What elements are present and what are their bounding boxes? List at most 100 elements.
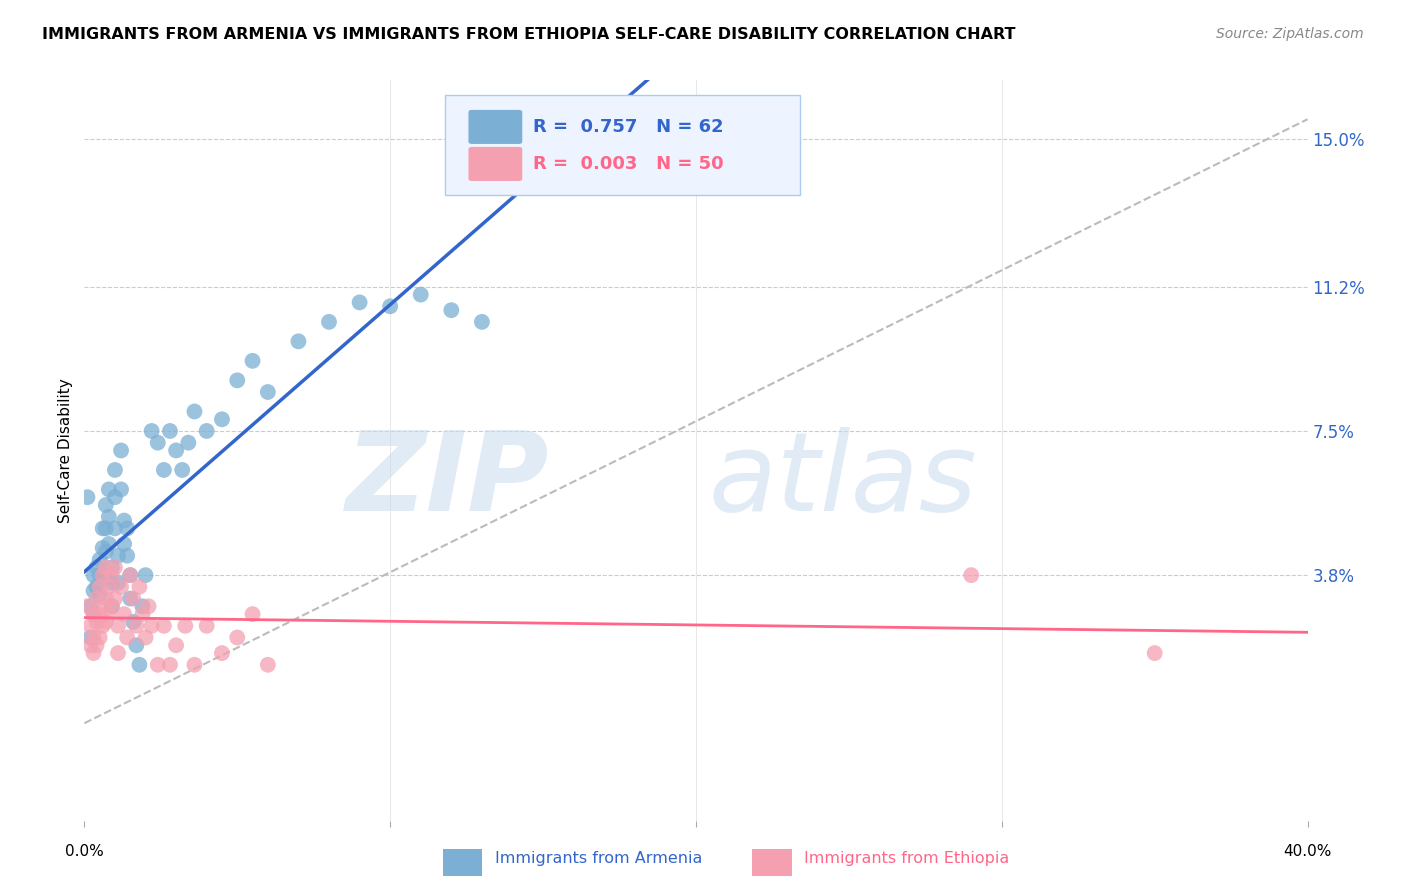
Point: [104, 560, 127, 574]
Point: [174, 619, 197, 633]
Point: [226, 631, 249, 645]
Text: R =  0.757   N = 62: R = 0.757 N = 62: [533, 118, 724, 136]
Point: [107, 619, 129, 633]
Point: [94, 560, 117, 574]
Point: [94, 498, 117, 512]
Point: [107, 549, 129, 563]
Point: [110, 580, 132, 594]
Point: [97, 483, 120, 497]
Point: [89, 568, 111, 582]
Point: [97, 580, 120, 594]
Point: [110, 483, 132, 497]
Point: [79, 638, 101, 652]
Point: [101, 576, 124, 591]
Point: [120, 591, 142, 606]
Point: [135, 568, 157, 582]
Point: [159, 657, 181, 672]
Point: [104, 463, 127, 477]
Point: [86, 638, 108, 652]
Point: [112, 607, 135, 621]
Point: [226, 373, 249, 387]
Point: [76, 599, 98, 614]
Point: [97, 509, 120, 524]
Point: [86, 580, 108, 594]
Point: [131, 599, 153, 614]
Text: Source: ZipAtlas.com: Source: ZipAtlas.com: [1216, 27, 1364, 41]
Point: [83, 583, 105, 598]
Point: [86, 560, 108, 574]
Point: [94, 572, 117, 586]
Point: [86, 615, 108, 629]
Point: [138, 599, 160, 614]
Point: [76, 490, 98, 504]
Point: [122, 591, 145, 606]
Point: [146, 657, 169, 672]
Point: [177, 435, 200, 450]
Point: [135, 631, 157, 645]
Text: Immigrants from Armenia: Immigrants from Armenia: [495, 851, 702, 865]
Point: [86, 591, 108, 606]
FancyBboxPatch shape: [446, 95, 800, 195]
Point: [1143, 646, 1166, 660]
Point: [165, 443, 187, 458]
Point: [91, 599, 114, 614]
Point: [141, 619, 163, 633]
FancyBboxPatch shape: [468, 110, 522, 144]
Point: [471, 315, 494, 329]
Point: [79, 619, 101, 633]
Point: [101, 560, 124, 574]
Point: [112, 537, 135, 551]
Point: [172, 463, 194, 477]
Point: [128, 580, 150, 594]
Point: [101, 599, 124, 614]
Point: [94, 545, 117, 559]
Point: [89, 631, 111, 645]
Point: [257, 657, 280, 672]
Text: 40.0%: 40.0%: [1284, 844, 1331, 859]
Point: [159, 424, 181, 438]
Point: [110, 443, 132, 458]
Point: [91, 568, 114, 582]
Point: [165, 638, 187, 652]
Point: [120, 568, 142, 582]
Point: [128, 657, 150, 672]
Point: [146, 435, 169, 450]
Point: [380, 299, 402, 313]
Point: [89, 588, 111, 602]
Point: [89, 552, 111, 566]
Point: [115, 631, 138, 645]
Point: [115, 549, 138, 563]
Point: [101, 599, 124, 614]
Point: [242, 354, 264, 368]
Text: ZIP: ZIP: [346, 426, 550, 533]
Point: [115, 521, 138, 535]
Point: [91, 568, 114, 582]
Point: [153, 463, 176, 477]
Point: [257, 384, 280, 399]
Point: [91, 521, 114, 535]
Point: [131, 607, 153, 621]
Point: [79, 631, 101, 645]
Point: [122, 615, 145, 629]
Point: [83, 646, 105, 660]
Point: [83, 607, 105, 621]
Point: [287, 334, 309, 349]
Point: [94, 591, 117, 606]
Point: [211, 646, 233, 660]
Point: [349, 295, 371, 310]
Text: R =  0.003   N = 50: R = 0.003 N = 50: [533, 155, 724, 173]
Point: [125, 638, 148, 652]
Point: [440, 303, 463, 318]
Point: [195, 619, 218, 633]
Point: [83, 607, 105, 621]
Text: 0.0%: 0.0%: [65, 844, 104, 859]
Point: [104, 591, 127, 606]
Y-axis label: Self-Care Disability: Self-Care Disability: [58, 378, 73, 523]
Point: [125, 619, 148, 633]
Text: atlas: atlas: [709, 426, 977, 533]
Point: [107, 576, 129, 591]
Point: [183, 404, 205, 418]
Point: [242, 607, 264, 621]
Point: [960, 568, 983, 582]
Point: [211, 412, 233, 426]
